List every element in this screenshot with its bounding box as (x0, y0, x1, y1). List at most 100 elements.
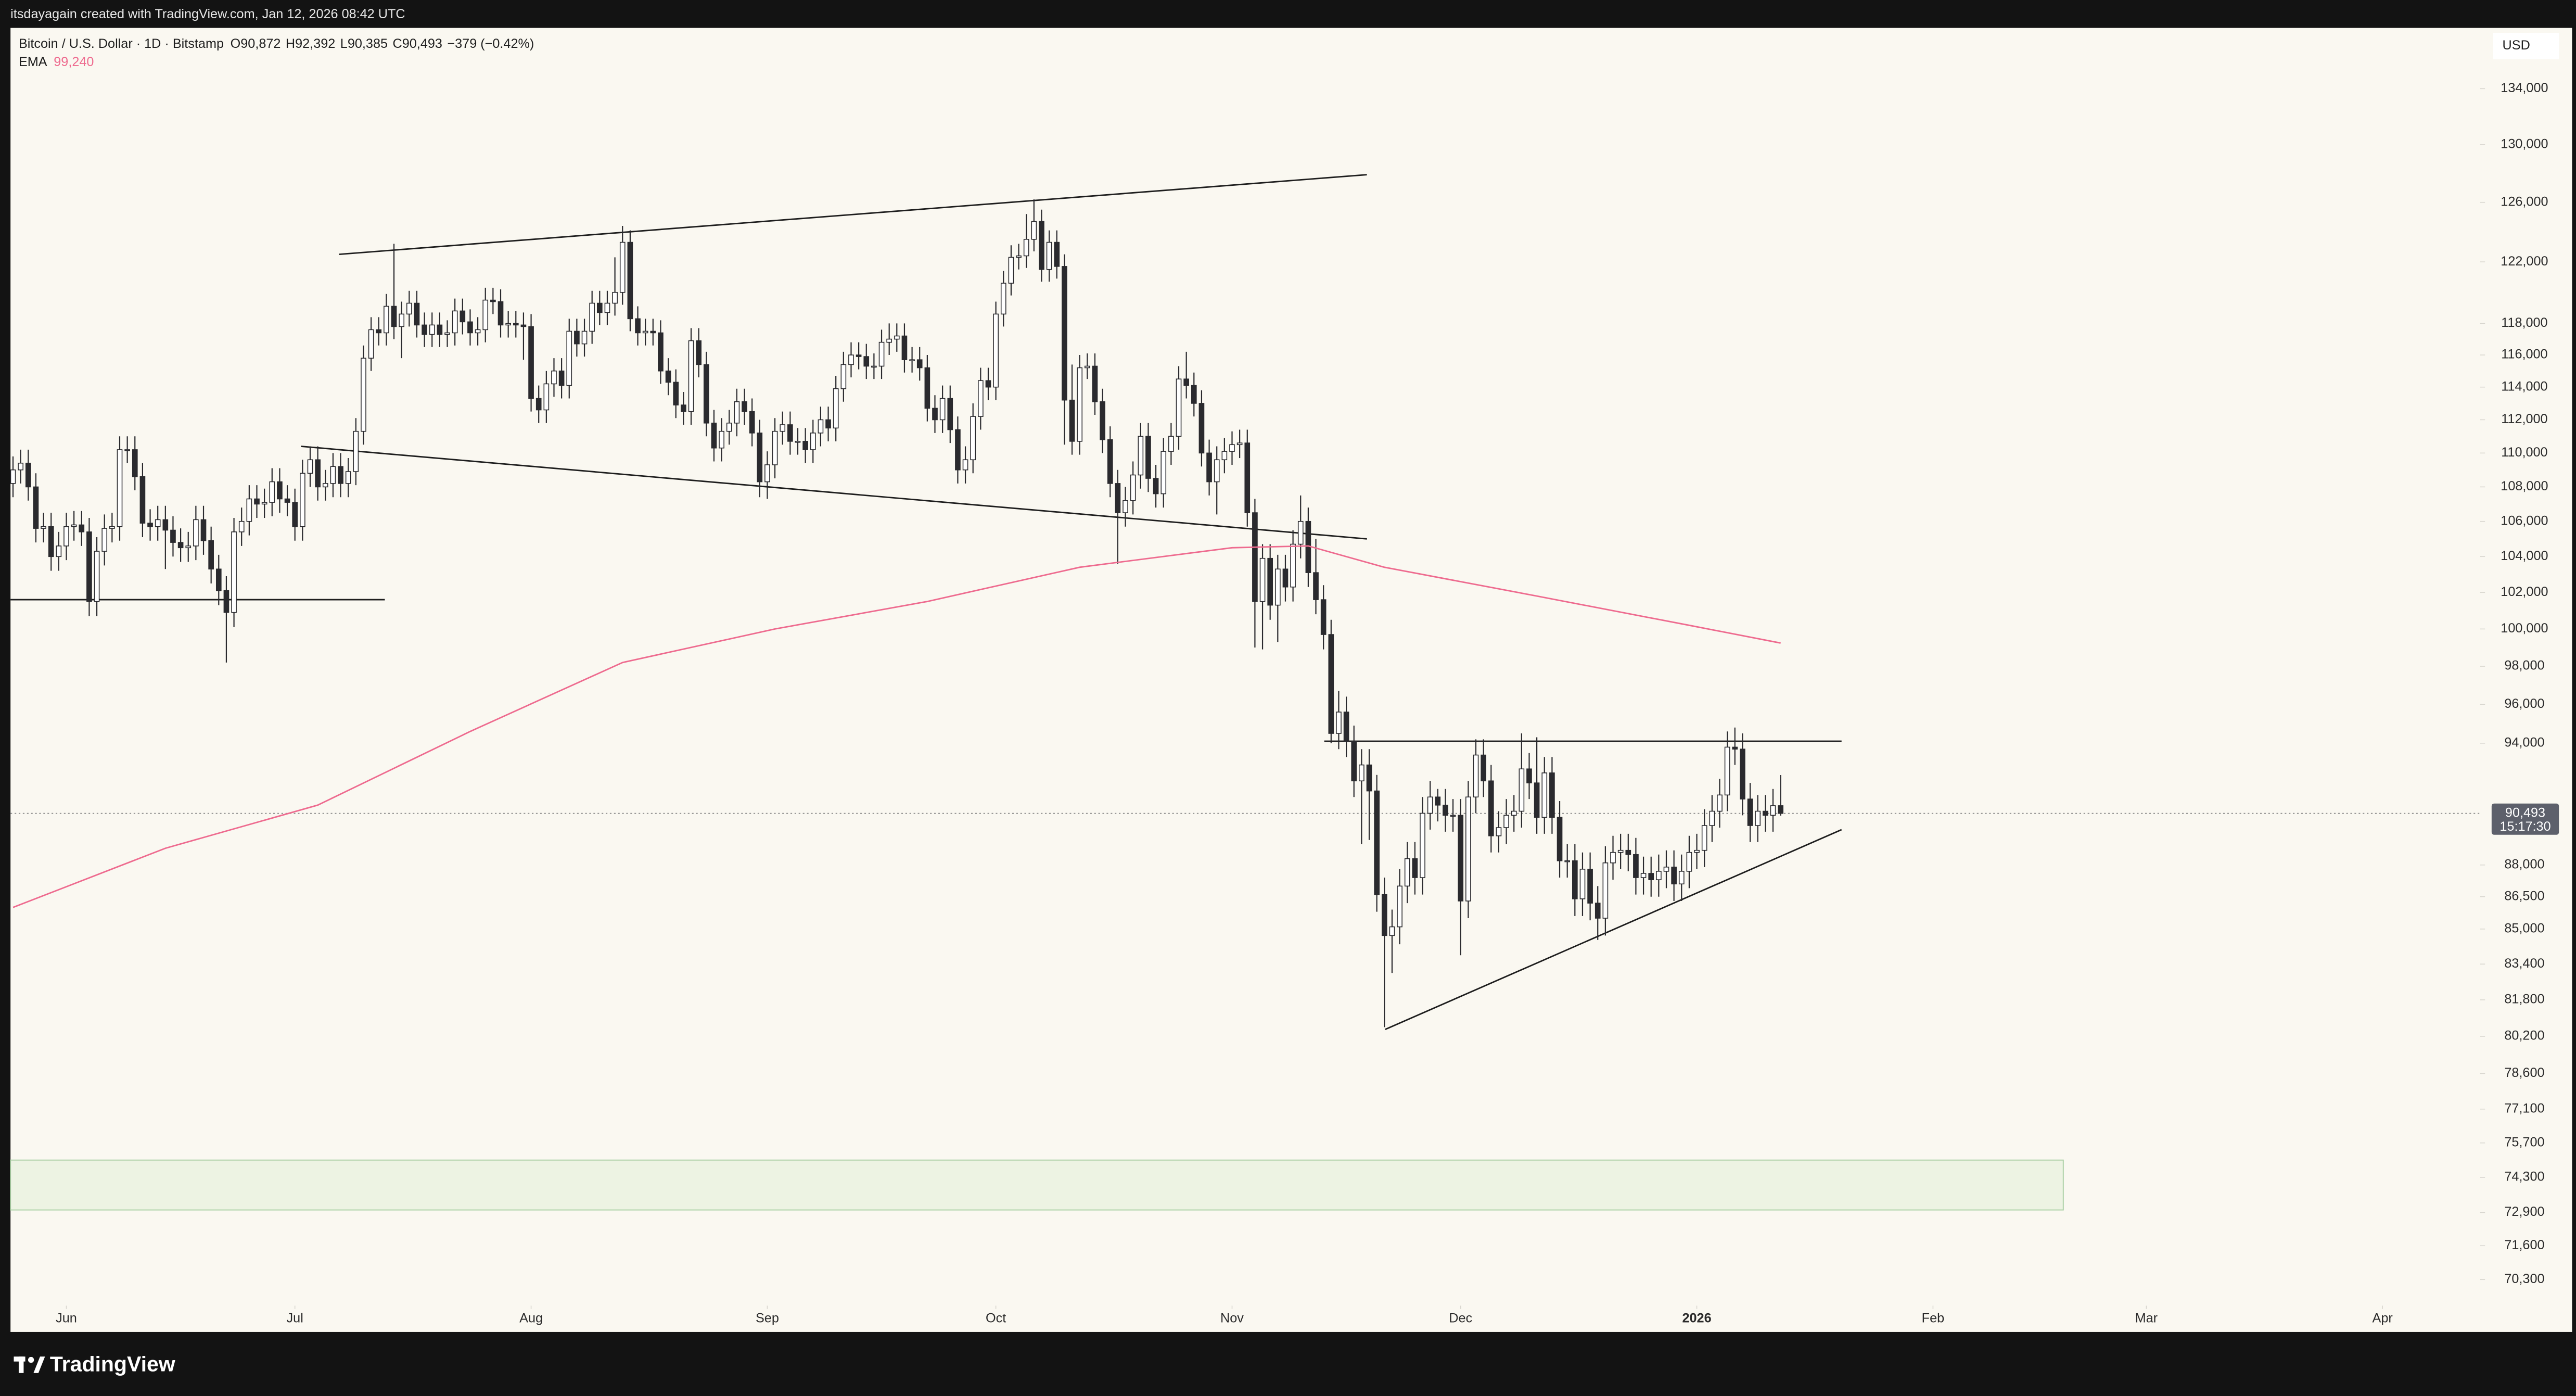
candle-body (1351, 741, 1357, 782)
candle-body (970, 416, 976, 461)
candle-body (1313, 572, 1319, 600)
candle-body (658, 332, 664, 372)
candle-body (498, 301, 504, 326)
candle-body (901, 335, 908, 360)
candle-body (1549, 772, 1555, 818)
candle-body (955, 429, 961, 471)
candle-body (1762, 810, 1768, 816)
candle-body (719, 430, 724, 449)
candle-body (94, 551, 100, 602)
candle-body (543, 383, 550, 411)
candle-body (1427, 796, 1433, 814)
candle-body (1511, 810, 1517, 816)
candle-body (528, 326, 534, 399)
y-tick-label: 118,000 (2501, 315, 2547, 330)
candle-body (1534, 782, 1540, 818)
trend-line (1385, 829, 1842, 1031)
candle-body (818, 419, 824, 434)
candle-body (467, 321, 473, 334)
candle-body (208, 540, 214, 570)
chart-pane (10, 28, 2572, 1332)
candle-body (947, 398, 953, 430)
candle-body (1130, 474, 1136, 501)
candle-body (810, 433, 816, 450)
ohlc-key: C (393, 36, 402, 51)
candle-body (1678, 871, 1685, 885)
candle-body (1458, 815, 1464, 902)
credit: itsdayagain created with TradingView.com… (10, 7, 405, 21)
candle-body (597, 302, 603, 313)
candle-body (361, 358, 366, 432)
candle-body (1100, 401, 1105, 440)
brand: TradingView (50, 1352, 175, 1376)
y-tick-label: 112,000 (2501, 412, 2547, 426)
candle-body (1206, 452, 1212, 483)
candle-body (475, 329, 481, 334)
candle-body (132, 449, 138, 477)
candle-body (627, 242, 633, 320)
candle-body (1633, 854, 1639, 878)
footer-logo (14, 1356, 45, 1373)
candle-body (1016, 255, 1022, 258)
y-tick-label: 85,000 (2504, 921, 2544, 935)
candle-body (269, 481, 275, 503)
candle-body (1656, 871, 1662, 880)
price-label: 90,493 (2505, 805, 2545, 820)
candle-body (79, 524, 85, 532)
candle-body (139, 476, 146, 524)
candle-body (939, 398, 946, 421)
candle-body (1062, 266, 1067, 401)
candle-body (162, 519, 169, 531)
candle-body (1587, 869, 1593, 904)
candle-body (292, 502, 298, 527)
candle-body (482, 299, 489, 331)
currency: USD (2503, 38, 2530, 53)
y-tick-label: 102,000 (2501, 585, 2548, 599)
candle-body (200, 519, 207, 541)
candle-body (1198, 403, 1205, 454)
candle-body (1275, 568, 1281, 606)
candle-body (924, 367, 930, 409)
candle-body (18, 462, 23, 471)
ema-name: EMA (19, 55, 47, 69)
candle-body (1709, 810, 1715, 826)
candle-body (916, 359, 923, 369)
candle-body (1625, 849, 1631, 855)
candle-body (238, 521, 245, 532)
candle-body (772, 430, 778, 465)
candle-body (795, 441, 801, 443)
x-tick-label: Jul (287, 1311, 303, 1325)
candle-body (1084, 365, 1090, 369)
candle-body (711, 423, 717, 449)
candle-body (1397, 885, 1402, 928)
candle-body (932, 408, 938, 421)
candle-body (505, 323, 511, 326)
ohlc-value: 90,385 (348, 36, 388, 51)
candle-body (170, 529, 176, 543)
candle-body (1008, 257, 1014, 284)
candle-body (56, 545, 62, 557)
candle-body (635, 318, 641, 334)
x-tick-label: 2026 (1682, 1311, 1711, 1325)
ohlc-key: L (340, 36, 348, 51)
candle-body (1039, 221, 1044, 270)
candle-body (315, 459, 321, 488)
candle-body (1526, 768, 1532, 783)
y-tick-label: 116,000 (2501, 347, 2547, 362)
candle-body (437, 324, 443, 335)
candle-body (886, 338, 892, 343)
y-tick-label: 100,000 (2501, 621, 2548, 636)
candle-body (384, 306, 389, 334)
y-tick-label: 126,000 (2501, 194, 2548, 209)
candle-body (1481, 754, 1486, 782)
candle-body (688, 340, 694, 412)
y-tick-label: 75,700 (2504, 1135, 2544, 1149)
candle-body (1404, 858, 1410, 887)
candle-body (117, 449, 123, 527)
candle-body (1465, 796, 1471, 902)
y-tick-label: 86,500 (2504, 889, 2544, 903)
y-tick-label: 110,000 (2501, 445, 2547, 460)
candle-body (1297, 521, 1304, 545)
